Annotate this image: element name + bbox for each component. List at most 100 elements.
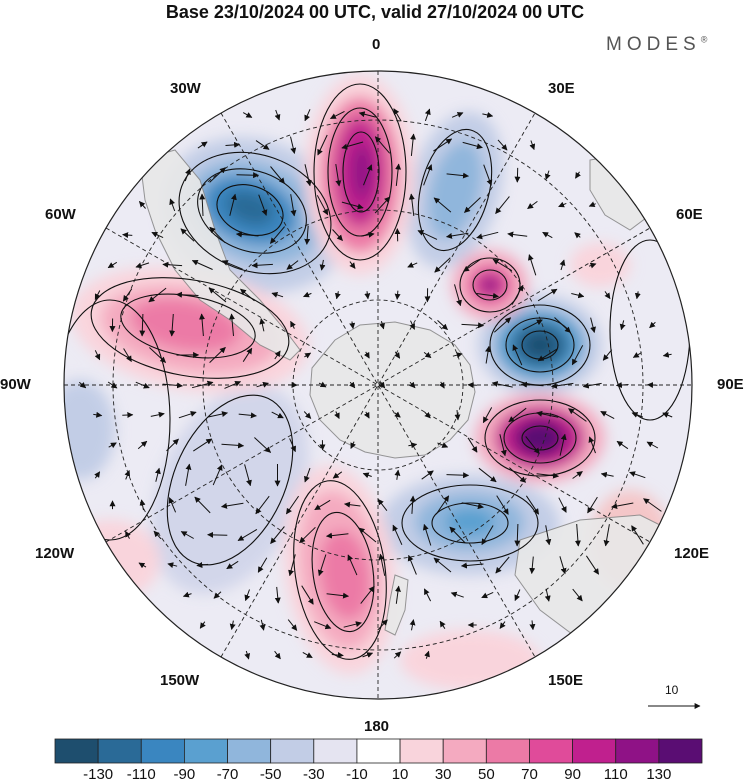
wind-arrow xyxy=(604,291,611,300)
wind-arrow xyxy=(514,523,521,547)
wind-arrow xyxy=(588,262,597,269)
colorbar-tick-label: -110 xyxy=(126,766,156,783)
wind-arrow xyxy=(151,231,164,239)
wind-arrow xyxy=(408,193,415,216)
wind-arrow xyxy=(512,344,523,366)
wind-arrow xyxy=(450,591,464,598)
wind-arrow xyxy=(122,232,133,239)
wind-arrow xyxy=(407,262,418,268)
wind-arrow xyxy=(162,261,183,268)
wind-arrow xyxy=(94,290,101,301)
wind-arrow xyxy=(180,531,194,539)
wind-arrow xyxy=(224,380,242,389)
wind-arrow xyxy=(287,619,298,631)
wind-arrow xyxy=(135,381,150,389)
wind-arrow xyxy=(259,318,266,332)
wind-arrow xyxy=(301,585,314,605)
wind-arrow xyxy=(139,201,146,209)
colorbar-tick-label: -30 xyxy=(302,766,325,783)
wind-arrow xyxy=(207,411,228,418)
wind-arrow xyxy=(451,112,464,118)
wind-arrow xyxy=(378,553,386,576)
wind-arrow xyxy=(363,164,373,186)
wind-arrow xyxy=(242,112,253,118)
wind-arrow xyxy=(631,412,644,418)
wind-arrow xyxy=(78,381,87,389)
wind-arrow xyxy=(347,554,358,576)
wind-arrow xyxy=(409,381,416,389)
wind-arrow xyxy=(221,442,245,449)
lon-label-90w: 90W xyxy=(0,376,31,393)
wind-arrow xyxy=(377,619,388,631)
wind-arrow xyxy=(394,351,401,359)
wind-arrow xyxy=(437,320,448,331)
wind-arrow xyxy=(433,197,452,213)
wind-arrow xyxy=(229,193,237,216)
wind-arrow xyxy=(454,410,461,421)
colorbar-swatch xyxy=(399,738,444,764)
wind-arrow xyxy=(304,467,311,483)
wind-arrow xyxy=(358,527,377,543)
wind-arrow xyxy=(464,197,481,213)
wind-arrow xyxy=(603,524,610,547)
wind-arrow xyxy=(182,591,192,598)
colorbar-swatch xyxy=(54,738,99,764)
wind-arrow xyxy=(199,313,206,337)
wind-arrow xyxy=(409,320,415,330)
wind-arrow xyxy=(461,322,485,329)
wind-arrow xyxy=(574,232,581,239)
wind-arrow xyxy=(600,471,614,478)
wind-arrow xyxy=(326,592,349,599)
wind-arrow xyxy=(585,555,600,575)
wind-arrow xyxy=(536,410,559,418)
wind-arrow xyxy=(208,287,227,303)
colorbar-swatch xyxy=(270,738,315,764)
wind-arrow xyxy=(529,620,536,631)
wind-arrow xyxy=(360,231,375,238)
wind-arrow xyxy=(582,382,602,389)
colorbar-tick-label: 90 xyxy=(564,766,581,783)
wind-arrow xyxy=(329,110,345,120)
wind-arrow xyxy=(434,257,451,273)
wind-arrow xyxy=(574,523,581,547)
wind-arrow xyxy=(166,438,179,452)
wind-arrow xyxy=(255,140,270,150)
wind-arrow xyxy=(545,525,552,546)
wind-arrow xyxy=(175,291,199,298)
wind-arrow xyxy=(643,498,662,512)
lon-label-60w: 60W xyxy=(45,206,76,223)
wind-arrow xyxy=(537,288,558,302)
wind-arrow xyxy=(481,525,494,546)
wind-arrow xyxy=(632,352,642,358)
colorbar-swatch xyxy=(615,738,660,764)
wind-arrow xyxy=(568,408,587,422)
modes-logo: MODES® xyxy=(606,34,708,55)
colorbar xyxy=(54,738,703,764)
wind-arrow xyxy=(107,381,118,389)
wind-arrow xyxy=(600,410,615,420)
wind-arrow xyxy=(122,288,133,302)
wind-arrow xyxy=(256,381,269,388)
lon-label-30w: 30W xyxy=(170,80,201,97)
wind-arrow xyxy=(554,317,571,333)
wind-arrow xyxy=(288,554,296,577)
wind-arrow xyxy=(662,412,673,418)
wind-arrow xyxy=(274,109,281,121)
wind-arrow xyxy=(238,412,257,419)
wind-arrow xyxy=(358,111,376,118)
wind-arrow xyxy=(481,591,494,599)
colorbar-swatch xyxy=(485,738,530,764)
colorbar-tick-label: 70 xyxy=(521,766,538,783)
wind-arrow xyxy=(559,259,566,271)
colorbar-swatch xyxy=(97,738,142,764)
wind-arrow xyxy=(225,141,241,148)
wind-arrow xyxy=(199,193,206,217)
wind-arrow xyxy=(394,290,401,300)
wind-arrow xyxy=(319,259,326,271)
colorbar-swatch xyxy=(658,738,703,764)
wind-arrow xyxy=(394,585,401,604)
wind-arrow xyxy=(496,495,509,515)
wind-arrow xyxy=(94,350,101,361)
colorbar-tick-label: -70 xyxy=(216,766,239,783)
